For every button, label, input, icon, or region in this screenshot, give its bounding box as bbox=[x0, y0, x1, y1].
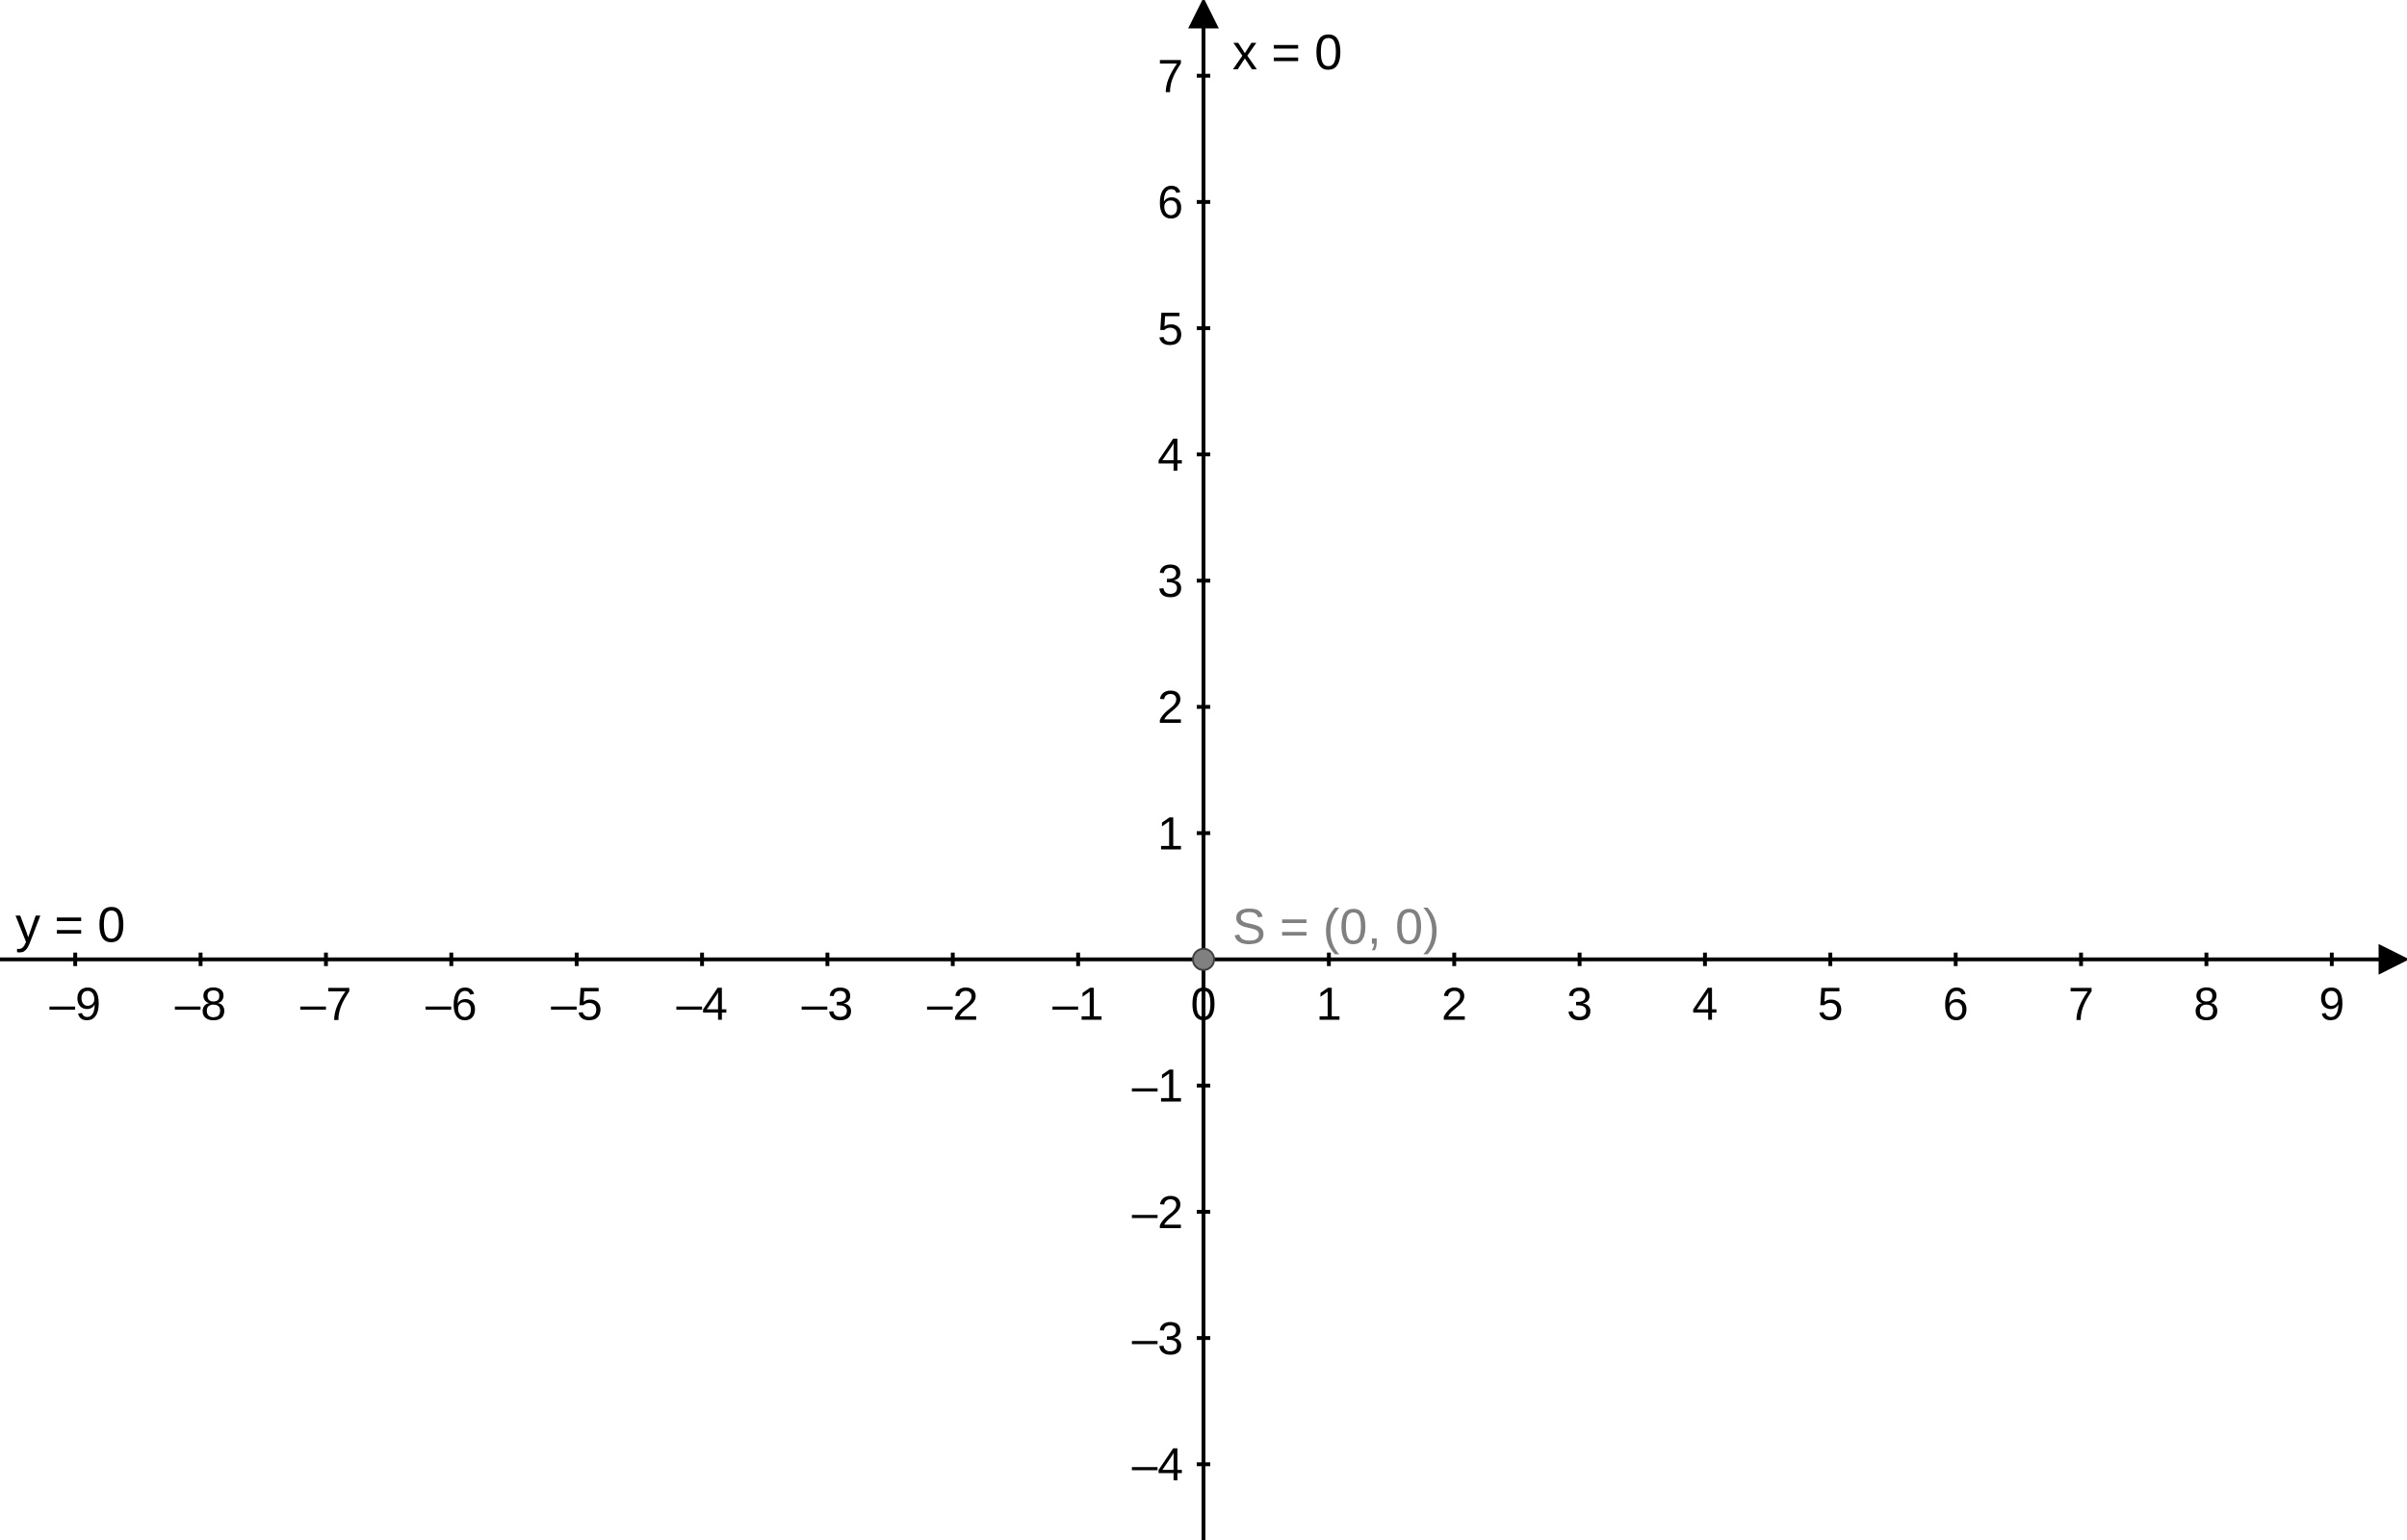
x-tick-label: –9 bbox=[49, 980, 100, 1031]
y-tick-label: –4 bbox=[1132, 1440, 1183, 1491]
x-tick-label: –5 bbox=[551, 980, 602, 1031]
y-tick-label: 1 bbox=[1157, 808, 1183, 860]
x-axis-annotation: y = 0 bbox=[15, 898, 125, 954]
x-tick-label: –4 bbox=[676, 980, 727, 1031]
y-tick-label: 2 bbox=[1157, 682, 1183, 733]
x-tick-label: 4 bbox=[1692, 980, 1718, 1031]
coordinate-plane-chart: –9–8–7–6–5–4–3–2–10123456789–4–3–2–11234… bbox=[0, 0, 2407, 1540]
y-tick-label: –3 bbox=[1132, 1314, 1183, 1365]
y-axis-annotation: x = 0 bbox=[1232, 25, 1342, 81]
x-tick-label: 2 bbox=[1441, 980, 1467, 1031]
x-tick-label: 3 bbox=[1566, 980, 1592, 1031]
x-tick-label: –8 bbox=[175, 980, 226, 1031]
x-tick-label: 8 bbox=[2193, 980, 2219, 1031]
x-tick-label: –2 bbox=[927, 980, 978, 1031]
x-tick-label: –7 bbox=[300, 980, 351, 1031]
x-tick-label: 7 bbox=[2068, 980, 2094, 1031]
y-tick-label: –1 bbox=[1132, 1062, 1183, 1113]
origin-point bbox=[1193, 949, 1214, 970]
x-tick-label: –6 bbox=[426, 980, 477, 1031]
x-tick-label: 0 bbox=[1191, 980, 1217, 1031]
x-tick-label: 6 bbox=[1943, 980, 1969, 1031]
origin-point-label: S = (0, 0) bbox=[1232, 900, 1439, 956]
y-tick-label: 6 bbox=[1157, 178, 1183, 229]
x-tick-label: –1 bbox=[1052, 980, 1103, 1031]
y-tick-label: 5 bbox=[1157, 304, 1183, 355]
x-tick-label: 9 bbox=[2319, 980, 2345, 1031]
x-tick-label: 5 bbox=[1818, 980, 1844, 1031]
chart-svg: –9–8–7–6–5–4–3–2–10123456789–4–3–2–11234… bbox=[0, 0, 2407, 1540]
x-tick-label: –3 bbox=[802, 980, 853, 1031]
y-tick-label: 7 bbox=[1157, 51, 1183, 102]
x-tick-label: 1 bbox=[1316, 980, 1342, 1031]
y-tick-label: 4 bbox=[1157, 430, 1183, 481]
y-tick-label: –2 bbox=[1132, 1188, 1183, 1239]
y-tick-label: 3 bbox=[1157, 556, 1183, 607]
